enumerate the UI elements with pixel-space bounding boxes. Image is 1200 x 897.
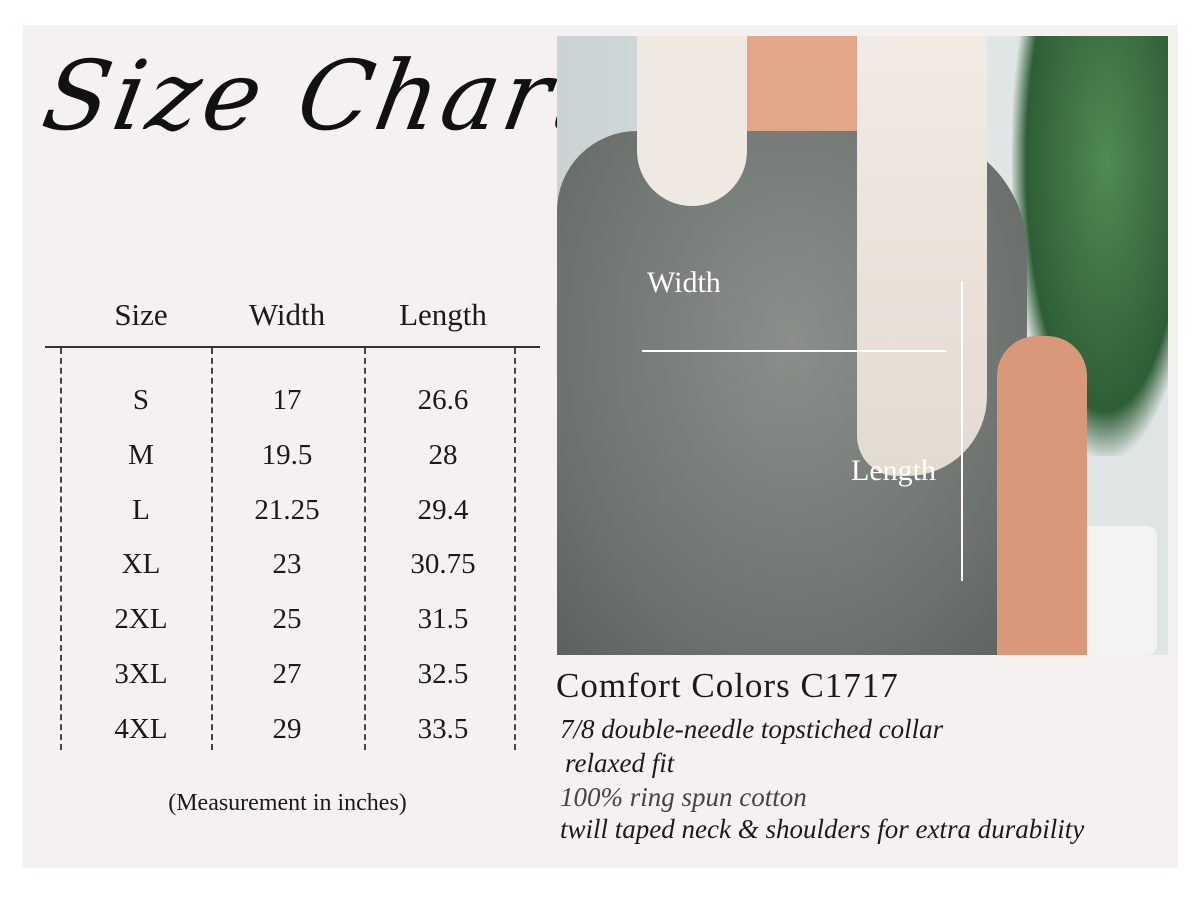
table-cell: 29.4	[417, 493, 469, 526]
product-name: Comfort Colors C1717	[556, 666, 899, 705]
feature-item: 100% ring spun cotton	[560, 782, 807, 812]
arm	[997, 336, 1087, 655]
table-cell: 25	[272, 603, 302, 636]
width-label: Width	[647, 266, 721, 299]
header-length: Length	[399, 297, 487, 332]
hair	[637, 36, 747, 206]
table-cell: 30.75	[410, 548, 476, 581]
page-title: Size Chart	[35, 40, 607, 152]
table-cell: 33.5	[417, 712, 469, 745]
length-arrow	[961, 281, 963, 581]
column-divider	[60, 348, 62, 750]
table-cell: 3XL	[114, 658, 168, 690]
model-photo: Width Length	[557, 36, 1168, 655]
table-cell: 19.5	[261, 438, 313, 471]
table-cell: 4XL	[114, 712, 168, 745]
width-arrow	[642, 350, 947, 352]
feature-item: relaxed fit	[565, 748, 675, 778]
table-cell: 23	[272, 548, 302, 581]
column-divider	[211, 348, 213, 750]
plant-pot	[1077, 526, 1157, 655]
table-cell: XL	[121, 548, 161, 581]
table-cell: 32.5	[417, 658, 469, 690]
header-width: Width	[248, 297, 326, 332]
table-cell: L	[132, 493, 150, 526]
table-cell: M	[128, 438, 154, 471]
table-divider	[45, 346, 540, 348]
measurement-note: (Measurement in inches)	[168, 790, 407, 816]
column-divider	[514, 348, 516, 750]
column-divider	[364, 348, 366, 750]
feature-item: 7/8 double-needle topstiched collar	[560, 714, 944, 744]
table-cell: S	[132, 384, 150, 416]
length-label: Length	[851, 454, 936, 487]
feature-item: twill taped neck & shoulders for extra d…	[560, 814, 1085, 844]
table-cell: 31.5	[417, 603, 469, 636]
table-cell: 27	[272, 658, 302, 690]
header-size: Size	[114, 297, 168, 332]
table-cell: 26.6	[417, 384, 469, 416]
table-cell: 17	[272, 384, 302, 416]
table-cell: 21.25	[254, 493, 320, 526]
table-cell: 2XL	[114, 603, 168, 636]
table-cell: 28	[428, 438, 458, 471]
hair	[857, 36, 987, 476]
table-cell: 29	[272, 712, 302, 745]
